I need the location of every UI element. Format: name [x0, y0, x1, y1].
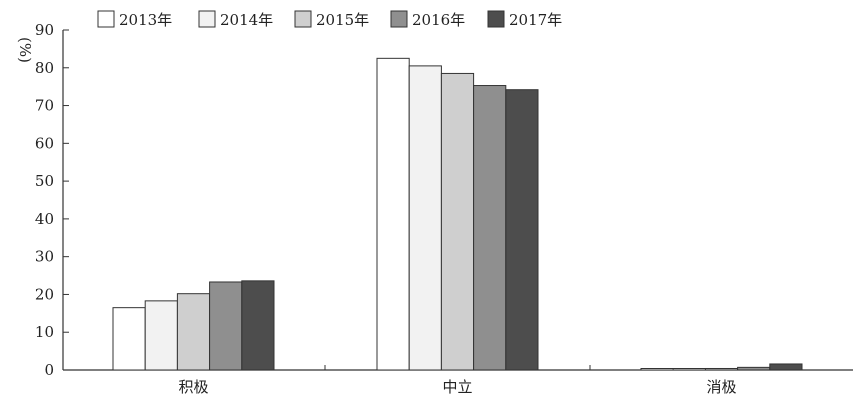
bar-1-2	[376, 57, 410, 371]
bar-4-2	[473, 85, 507, 371]
x-tick-label: 消极	[706, 378, 736, 396]
bar-4-3	[737, 366, 771, 371]
legend-item: 2013年	[97, 10, 172, 29]
y-axis-label: (%)	[16, 37, 34, 63]
y-axis: 0 10 20 30 40 50 60 70 80 90 (%)	[16, 21, 69, 379]
bar-2-3	[672, 368, 706, 371]
y-tick-label: 80	[35, 59, 54, 77]
bar-2-1	[144, 300, 178, 371]
legend-label: 2015年	[316, 11, 369, 29]
x-tick-label: 积极	[178, 378, 208, 396]
bar-3-1	[176, 293, 211, 371]
legend-item: 2014年	[198, 10, 273, 29]
y-tick-label: 30	[35, 248, 54, 266]
legend-swatch	[198, 10, 216, 28]
legend: 2013年 2014年 2015年 2016年 2017年	[97, 10, 562, 29]
bar-2-2	[408, 65, 442, 371]
legend-swatch	[487, 10, 505, 28]
y-tick-label: 40	[35, 210, 54, 228]
bar-5-2	[505, 89, 539, 371]
y-tick-label: 70	[35, 97, 54, 115]
bar-4-1	[209, 281, 243, 371]
legend-item: 2016年	[390, 10, 465, 29]
legend-label: 2013年	[119, 11, 172, 29]
bar-5-3	[769, 363, 803, 371]
legend-label: 2016年	[412, 11, 465, 29]
bar-3-3	[704, 367, 739, 371]
y-tick-label: 90	[35, 21, 54, 39]
legend-item: 2017年	[487, 10, 562, 29]
x-tick-label: 中立	[442, 378, 472, 396]
legend-label: 2017年	[509, 11, 562, 29]
legend-swatch	[97, 10, 115, 28]
bar-3-2	[440, 72, 475, 371]
y-tick-label: 60	[35, 134, 54, 152]
y-tick-label: 0	[44, 361, 54, 379]
bar-5-1	[241, 280, 275, 371]
bar-1-1	[112, 307, 146, 371]
legend-item: 2015年	[294, 10, 369, 29]
bar-1-3	[640, 368, 674, 371]
legend-swatch	[294, 10, 312, 28]
y-tick-label: 50	[35, 172, 54, 190]
legend-swatch	[390, 10, 408, 28]
legend-label: 2014年	[220, 11, 273, 29]
bars	[112, 57, 803, 371]
y-tick-label: 10	[35, 323, 54, 341]
y-tick-label: 20	[35, 285, 54, 303]
